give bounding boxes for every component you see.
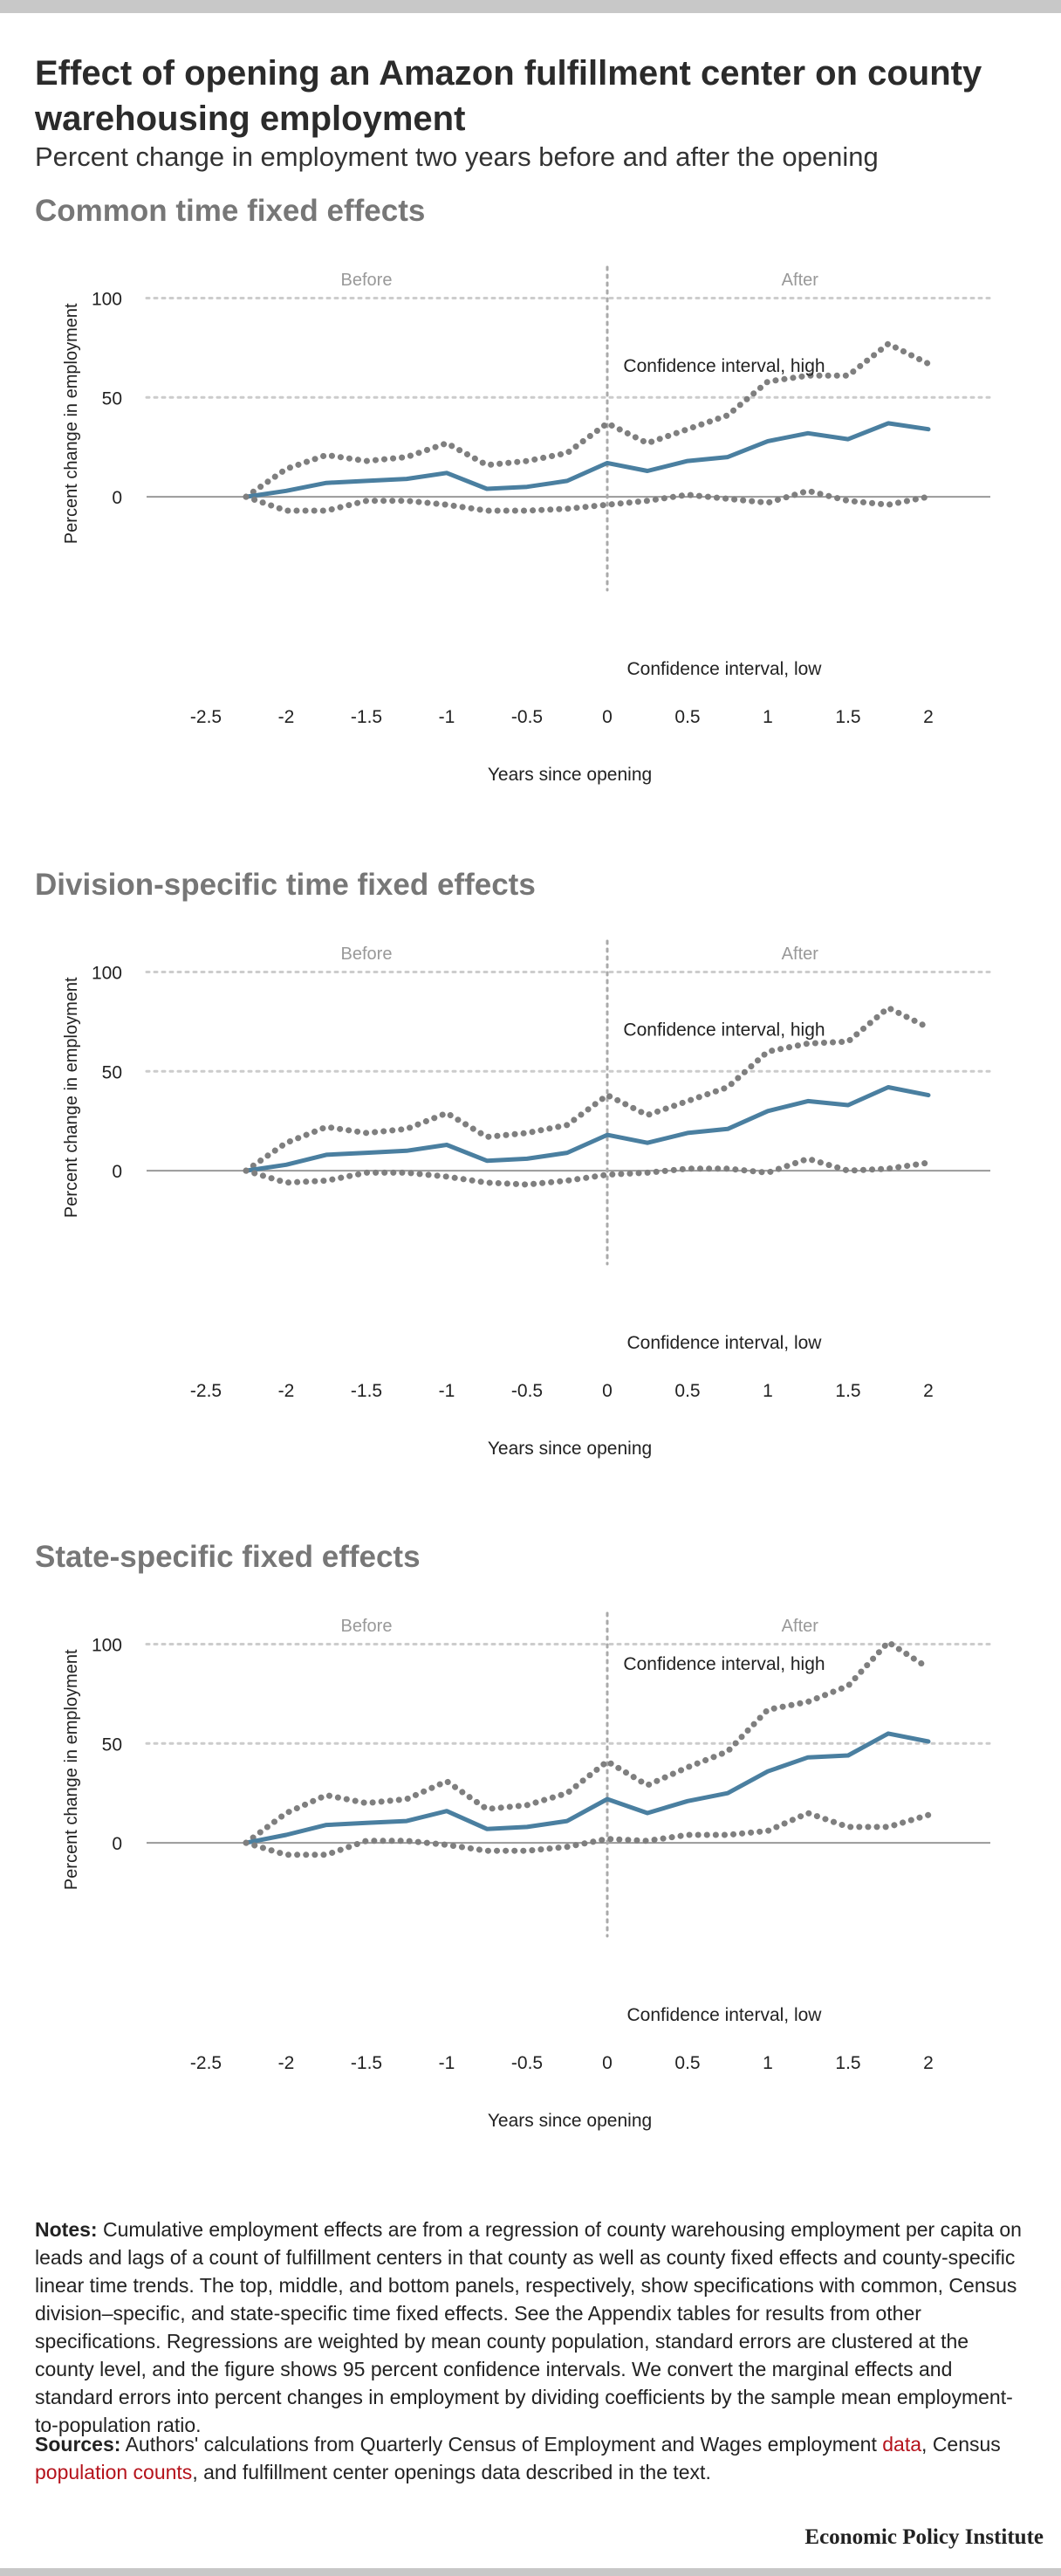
chart-common: 100 50 0 Before After -2.5 -2 -1.5 -1 -0.5 0 0.5 1 1.… bbox=[62, 265, 992, 785]
notes: Notes: Cumulative employment effects are… bbox=[35, 2215, 1030, 2439]
y-tick-label: 0 bbox=[112, 488, 122, 508]
y-tick-label: 0 bbox=[112, 1834, 122, 1854]
x-tick-label: -1.5 bbox=[351, 1381, 382, 1401]
y-tick-label: 50 bbox=[102, 388, 122, 409]
ci-high-label: Confidence interval, high bbox=[623, 356, 825, 376]
y-axis-title: Percent change in employment bbox=[62, 977, 81, 1218]
bottom-bar bbox=[0, 2568, 1061, 2576]
before-label: Before bbox=[341, 945, 393, 964]
after-label: After bbox=[782, 271, 819, 290]
x-tick-label: 1.5 bbox=[835, 707, 860, 727]
x-tick-label: 1 bbox=[763, 707, 773, 727]
page-title: Effect of opening an Amazon fulfillment … bbox=[35, 54, 982, 138]
sources-text-2: , bbox=[921, 2433, 928, 2456]
panel-title-division: Division-specific time fixed effects bbox=[35, 868, 536, 902]
x-axis-title: Years since opening bbox=[488, 1439, 652, 1459]
x-tick-label: 1.5 bbox=[835, 2053, 860, 2073]
x-tick-label: -2.5 bbox=[190, 2053, 222, 2073]
population-counts-link[interactable]: population counts bbox=[35, 2461, 193, 2483]
top-bar bbox=[0, 0, 1061, 13]
y-tick-label: 100 bbox=[92, 964, 122, 984]
notes-label: Notes: bbox=[35, 2218, 98, 2241]
x-tick-label: 1 bbox=[763, 1381, 773, 1401]
panel-title-common: Common time fixed effects bbox=[35, 194, 426, 228]
x-tick-label: 2 bbox=[923, 1381, 934, 1401]
x-tick-label: -0.5 bbox=[511, 1381, 543, 1401]
x-tick-label: -0.5 bbox=[511, 707, 543, 727]
x-tick-label: -2 bbox=[278, 1381, 295, 1401]
before-label: Before bbox=[341, 271, 393, 290]
chart-division: 100 50 0 Before After -2.5 -2 -1.5 -1 -0.5 0 0.5 1 1.… bbox=[62, 939, 992, 1459]
estimate-line bbox=[243, 1731, 931, 1845]
sources-text-3: Census bbox=[932, 2433, 1001, 2456]
sources-label: Sources: bbox=[35, 2433, 121, 2456]
y-tick-label: 50 bbox=[102, 1735, 122, 1755]
x-tick-label: 0.5 bbox=[674, 1381, 700, 1401]
after-label: After bbox=[782, 945, 819, 964]
notes-text: Cumulative employment effects are from a… bbox=[35, 2218, 1022, 2436]
x-tick-label: 2 bbox=[923, 707, 934, 727]
ci-low-line bbox=[243, 1155, 932, 1188]
y-tick-label: 100 bbox=[92, 1636, 122, 1656]
ci-high-line bbox=[243, 1638, 932, 1846]
ci-high-label: Confidence interval, high bbox=[623, 1654, 825, 1674]
sources-text-4: , and fulfillment center openings data d… bbox=[192, 2461, 711, 2483]
x-tick-label: 0 bbox=[602, 707, 613, 727]
ci-low-label: Confidence interval, low bbox=[627, 659, 823, 679]
y-axis-title: Percent change in employment bbox=[62, 1649, 81, 1890]
panel-title-state: State-specific fixed effects bbox=[35, 1540, 421, 1574]
x-tick-label: -1.5 bbox=[351, 707, 382, 727]
x-tick-label: 2 bbox=[923, 2053, 934, 2073]
data-link[interactable]: data bbox=[882, 2433, 922, 2456]
ci-low-label: Confidence interval, low bbox=[627, 1333, 823, 1353]
x-tick-label: 0 bbox=[602, 1381, 613, 1401]
y-tick-label: 50 bbox=[102, 1062, 122, 1082]
estimate-line bbox=[243, 1085, 931, 1173]
x-tick-label: 0.5 bbox=[674, 2053, 700, 2073]
x-tick-label: -2 bbox=[278, 2053, 295, 2073]
after-label: After bbox=[782, 1617, 819, 1636]
estimate-line bbox=[243, 421, 931, 499]
x-tick-label: 1.5 bbox=[835, 1381, 860, 1401]
x-tick-label: -1 bbox=[439, 1381, 455, 1401]
x-tick-label: -1 bbox=[439, 707, 455, 727]
before-label: Before bbox=[341, 1617, 393, 1636]
ci-low-line bbox=[243, 487, 932, 514]
x-tick-label: -2 bbox=[278, 707, 295, 727]
x-tick-label: -1.5 bbox=[351, 2053, 382, 2073]
y-axis-title: Percent change in employment bbox=[62, 303, 81, 544]
x-tick-label: -2.5 bbox=[190, 1381, 222, 1401]
x-tick-label: 0.5 bbox=[674, 707, 700, 727]
ci-high-label: Confidence interval, high bbox=[623, 1020, 825, 1040]
x-tick-label: 1 bbox=[763, 2053, 773, 2073]
y-tick-label: 0 bbox=[112, 1162, 122, 1182]
chart-state: 100 50 0 Before After -2.5 -2 -1.5 -1 -0.5 0 0.5 1 1.… bbox=[62, 1611, 992, 2131]
x-tick-label: -0.5 bbox=[511, 2053, 543, 2073]
ci-high-line bbox=[243, 340, 932, 500]
x-tick-label: 0 bbox=[602, 2053, 613, 2073]
page-subtitle: Percent change in employment two years b… bbox=[35, 141, 879, 172]
x-axis-title: Years since opening bbox=[488, 2111, 652, 2131]
x-tick-label: -2.5 bbox=[190, 707, 222, 727]
brand-logo: Economic Policy Institute bbox=[804, 2525, 1044, 2549]
sources: Sources: Authors' calculations from Quar… bbox=[35, 2430, 1030, 2486]
ci-low-line bbox=[243, 1810, 932, 1858]
sources-text-1: Authors' calculations from Quarterly Cen… bbox=[125, 2433, 877, 2456]
x-tick-label: -1 bbox=[439, 2053, 455, 2073]
x-axis-title: Years since opening bbox=[488, 765, 652, 785]
ci-low-label: Confidence interval, low bbox=[627, 2005, 823, 2025]
ci-high-line bbox=[243, 1005, 932, 1174]
y-tick-label: 100 bbox=[92, 290, 122, 310]
